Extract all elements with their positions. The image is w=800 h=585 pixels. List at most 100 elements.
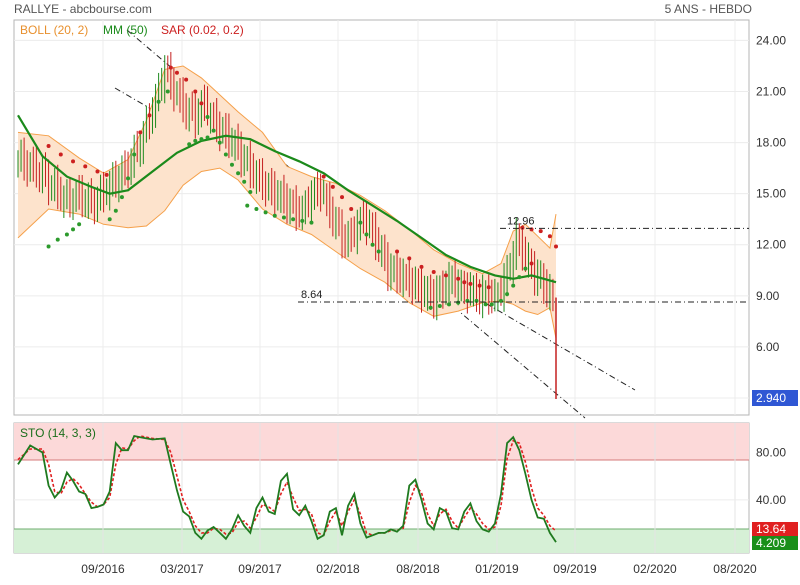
sar-dot: [245, 203, 250, 208]
sto-d-box: [752, 536, 798, 550]
main-series: [17, 51, 558, 399]
sar-dot: [547, 234, 552, 239]
sar-dot: [474, 298, 479, 303]
sar-dot: [211, 128, 216, 133]
sar-dot: [71, 159, 76, 164]
sar-dot: [126, 176, 131, 181]
sar-dot: [554, 244, 558, 249]
sar-dot: [132, 152, 137, 157]
sar-dot: [138, 130, 143, 135]
sar-dot: [254, 206, 259, 211]
sar-dot: [184, 77, 189, 82]
sar-dot: [538, 229, 543, 234]
sar-dot: [520, 225, 525, 230]
sar-dot: [447, 302, 452, 307]
sar-dot: [349, 206, 354, 211]
sar-dot: [498, 298, 503, 303]
sar-dot: [456, 276, 461, 281]
sar-dot: [113, 208, 118, 213]
sar-dot: [46, 143, 51, 148]
sar-dot: [419, 264, 424, 269]
sar-dot: [205, 135, 210, 140]
x-tick: 08/2020: [713, 562, 757, 576]
sto-overbought-zone: [14, 423, 749, 460]
x-tick: 09/2017: [238, 562, 282, 576]
sar-dot: [456, 300, 461, 305]
bollinger-lower-line: [17, 167, 557, 339]
x-tick: 03/2017: [160, 562, 204, 576]
sar-dot: [71, 227, 76, 232]
sar-dot: [64, 232, 69, 237]
legend-sar: SAR (0.02, 0.2): [161, 23, 244, 37]
sto-k-box: [752, 522, 798, 536]
legend-mm: MM (50): [103, 23, 148, 37]
sar-dot: [358, 220, 363, 225]
sar-dot: [523, 266, 528, 271]
main-y-tick: 9.00: [756, 289, 780, 303]
sar-dot: [291, 217, 296, 222]
x-tick: 09/2019: [553, 562, 597, 576]
main-y-tick: 24.00: [756, 33, 786, 47]
sar-dot: [229, 162, 234, 167]
sar-dot: [193, 138, 198, 143]
sar-dot: [187, 142, 192, 147]
sar-dot: [529, 261, 534, 266]
sar-dot: [370, 242, 375, 247]
sar-dot: [236, 171, 241, 176]
sar-dot: [272, 213, 277, 218]
sar-dot: [395, 249, 400, 254]
sar-dot: [300, 218, 305, 223]
header-right: 5 ANS - HEBDO: [665, 2, 752, 16]
x-tick: 08/2018: [396, 562, 440, 576]
legend-sto: STO (14, 3, 3): [20, 426, 96, 440]
sar-dot: [281, 215, 286, 220]
sar-dot: [443, 273, 448, 278]
sar-dot: [468, 281, 473, 286]
sar-dot: [407, 256, 412, 261]
sar-dot: [483, 302, 488, 307]
sar-dot: [517, 275, 522, 280]
sar-dot: [242, 179, 247, 184]
sar-dot: [95, 169, 100, 174]
main-y-tick: 12.00: [756, 238, 786, 252]
moving-average-line: [17, 114, 557, 284]
sar-dot: [199, 101, 204, 106]
sto-y-axis: 80.00 40.00: [756, 446, 786, 507]
sar-dot: [263, 210, 268, 215]
sar-dot: [486, 285, 491, 290]
main-y-tick: 15.00: [756, 187, 786, 201]
last-value-box: [752, 390, 798, 406]
sar-dot: [340, 195, 345, 200]
legend-boll: BOLL (20, 2): [20, 23, 88, 37]
sar-dot: [505, 292, 510, 297]
main-y-tick: 21.00: [756, 85, 786, 99]
sar-dot: [437, 304, 442, 309]
sar-dot: [309, 220, 314, 225]
sar-dot: [511, 283, 516, 288]
sar-dot: [223, 152, 228, 157]
sar-dot: [46, 244, 51, 249]
sto-y-tick: 80.00: [756, 446, 786, 460]
sar-dot: [193, 89, 198, 94]
annotation-label-low: 8.64: [301, 289, 322, 301]
header-left: RALLYE - abcbourse.com: [14, 2, 152, 16]
sar-dot: [489, 302, 494, 307]
sar-dot: [205, 115, 210, 120]
sto-y-tick: 40.00: [756, 493, 786, 507]
sto-k-line: [17, 434, 557, 543]
sar-dot: [174, 70, 179, 75]
sar-dot: [428, 305, 433, 310]
sar-dot: [58, 152, 63, 157]
sar-dot: [156, 99, 161, 104]
last-value-label: 2.940: [756, 391, 786, 405]
main-y-tick: 6.00: [756, 340, 780, 354]
annotations: 12.96 8.64: [298, 215, 749, 303]
sar-dot: [321, 174, 326, 179]
sar-dot: [119, 195, 124, 200]
x-axis: 09/2016 03/2017 09/2017 02/2018 08/2018 01/20…: [81, 562, 757, 576]
sar-dot: [431, 269, 436, 274]
sto-k-label: 13.64: [756, 522, 786, 536]
